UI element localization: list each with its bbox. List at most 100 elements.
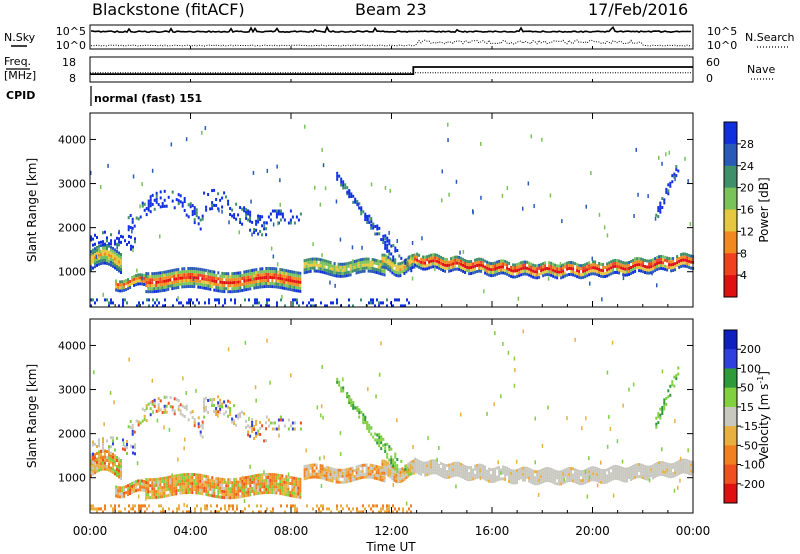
velocity-cell [410,510,412,514]
velocity-cell [161,492,164,496]
velocity-cell [199,479,202,483]
power-cell [628,270,631,273]
velocity-cell [376,441,379,445]
power-cell [688,259,691,263]
velocity-cell [227,399,230,403]
velocity-cell [673,375,676,379]
velocity-cell [448,475,451,479]
velocity-cell [155,489,158,493]
velocity-cell [157,480,160,484]
velocity-cell [407,462,410,466]
power-cell [428,260,431,264]
power-cell [634,263,637,267]
velocity-cell [110,436,112,440]
velocity-cell [504,471,507,475]
power-cell [464,271,467,274]
power-cell [219,286,222,290]
velocity-cell [661,447,663,452]
power-cell [438,254,441,258]
velocity-cell [129,492,132,495]
power-cell [383,270,386,274]
power-cell [233,275,236,278]
power-cell [281,215,284,219]
power-cell [245,216,248,220]
velocity-cell [299,480,302,484]
power-cell [601,297,603,302]
power-cell [596,273,599,277]
power-cell [518,265,521,269]
velocity-cell [548,479,551,483]
power-cell [230,298,232,302]
power-cell [267,285,270,288]
velocity-cell [340,504,342,508]
power-cell [205,274,208,278]
power-cell [478,257,481,261]
velocity-cell [420,466,423,470]
velocity-cell [478,463,481,467]
velocity-cell [342,507,344,511]
power-cell [268,304,270,308]
velocity-cell [131,432,134,436]
velocity-cell [684,464,687,468]
velocity-cell [318,510,320,514]
velocity-cell [277,424,280,428]
velocity-cell [162,510,164,514]
power-cell [159,190,162,194]
velocity-cell [386,455,389,459]
velocity-cell [187,476,190,479]
velocity-cell [267,473,270,476]
power-cell [163,189,166,193]
velocity-cell [414,460,417,464]
power-cell [675,165,678,169]
velocity-cell [137,488,140,492]
velocity-cell [361,475,364,479]
power-cell [516,263,519,266]
velocity-cell [312,507,314,511]
velocity-cell [279,480,282,483]
power-cell [92,257,94,261]
power-cell [656,256,659,259]
velocity-cell [582,478,585,482]
velocity-cell [217,404,220,408]
power-cell [259,285,262,289]
power-cell [185,279,188,283]
power-cell [299,212,302,216]
velocity-cell [574,477,577,481]
power-cell [436,265,439,269]
velocity-cell [237,492,240,496]
power-cell [618,271,621,275]
power-cell [422,255,425,259]
velocity-cell [98,441,100,445]
power-cell [387,255,390,259]
velocity-cell [572,473,575,477]
power-cell [598,268,601,271]
velocity-cell [100,449,102,453]
power-cell [247,209,250,213]
power-cell [239,280,242,284]
velocity-cell [118,472,120,476]
power-cell [632,267,635,271]
power-cell [347,273,350,277]
power-cell [197,267,200,271]
power-cell [119,286,122,290]
power-cell [177,268,180,271]
velocity-cell [355,465,358,469]
power-cell [158,301,160,305]
power-cell [245,276,248,280]
power-cell [321,253,323,258]
velocity-cell [364,507,366,511]
power-cell [644,259,647,262]
power-cell [307,258,310,262]
power-cell [147,272,150,276]
velocity-cell [666,465,669,469]
velocity-cell [118,466,120,470]
power-cell [118,251,120,255]
velocity-cell [570,470,573,473]
velocity-cell [331,470,334,474]
power-cell [249,210,252,214]
velocity-cell [203,486,206,490]
velocity-cell [161,486,164,490]
power-cell [239,289,242,293]
power-cell [370,182,373,187]
velocity-cell [578,472,581,476]
